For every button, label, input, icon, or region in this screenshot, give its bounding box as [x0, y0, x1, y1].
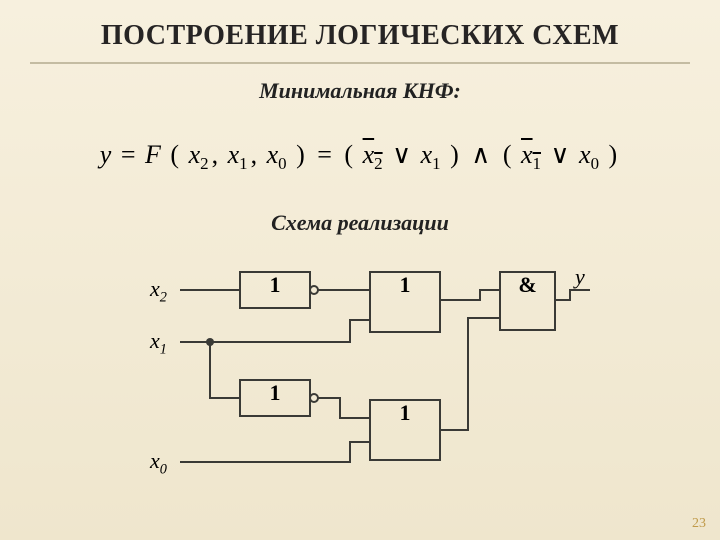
label-x2: x2	[150, 276, 167, 306]
svg-text:1: 1	[270, 272, 281, 297]
svg-text:&: &	[518, 272, 536, 297]
label-y: y	[575, 264, 585, 290]
slide: ПОСТРОЕНИЕ ЛОГИЧЕСКИХ СХЕМ Минимальная К…	[0, 0, 720, 540]
page-number: 23	[692, 516, 706, 532]
svg-text:1: 1	[400, 400, 411, 425]
logic-circuit: 1 1 & 1 1	[0, 0, 720, 540]
svg-text:1: 1	[270, 380, 281, 405]
label-x0: x0	[150, 448, 167, 478]
label-x1: x1	[150, 328, 167, 358]
svg-text:1: 1	[400, 272, 411, 297]
